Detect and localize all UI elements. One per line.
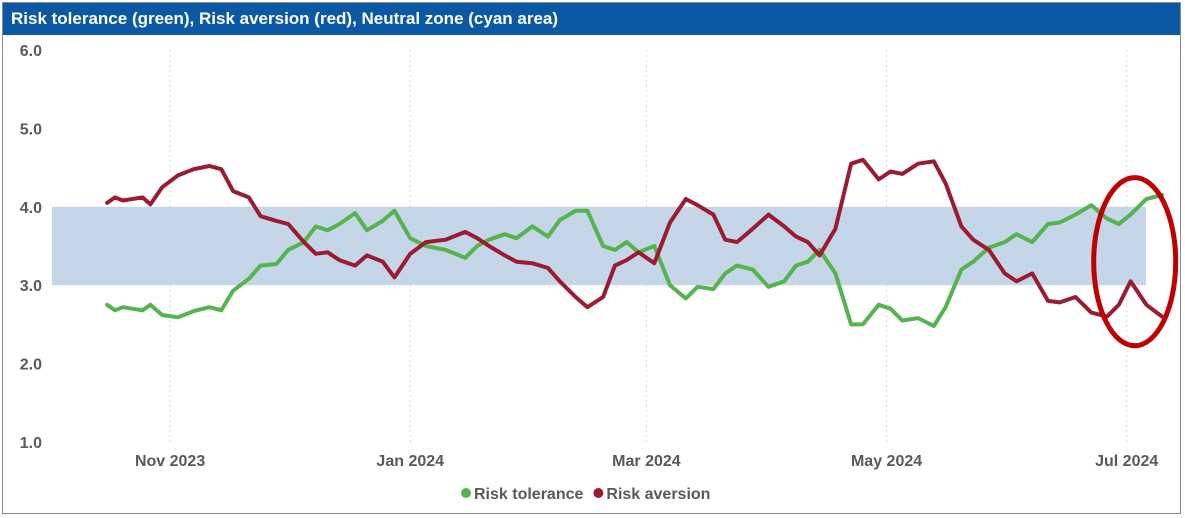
series-lines <box>105 157 1165 328</box>
neutral-zone-band <box>52 206 1146 286</box>
legend-marker <box>461 488 471 498</box>
legend-label: Risk aversion <box>606 486 710 503</box>
y-tick-label: 4.0 <box>20 200 42 217</box>
y-tick-label: 3.0 <box>20 278 42 295</box>
y-tick-label: 2.0 <box>20 357 42 374</box>
series-line-risk-aversion <box>105 157 1165 319</box>
y-tick-label: 5.0 <box>20 121 42 138</box>
y-tick-label: 1.0 <box>20 435 42 452</box>
x-tick-label: Mar 2024 <box>612 453 681 470</box>
x-axis: Nov 2023 Jan 2024 Mar 2024 May 2024 Jul 2024 <box>135 453 1158 470</box>
y-tick-label: 6.0 <box>20 43 42 60</box>
y-axis: 1.0 2.0 3.0 4.0 5.0 6.0 <box>20 43 42 452</box>
x-tick-label: Jan 2024 <box>376 453 444 470</box>
chart-title: Risk tolerance (green), Risk aversion (r… <box>3 3 1180 35</box>
legend-label: Risk tolerance <box>474 486 583 503</box>
legend: Risk tolerance Risk aversion <box>461 486 710 503</box>
series-line-risk-tolerance <box>105 193 1165 328</box>
legend-marker <box>593 488 604 498</box>
x-tick-label: May 2024 <box>851 453 922 470</box>
x-tick-label: Jul 2024 <box>1095 453 1158 470</box>
highlight-ellipse <box>1091 175 1179 349</box>
x-tick-label: Nov 2023 <box>135 453 205 470</box>
